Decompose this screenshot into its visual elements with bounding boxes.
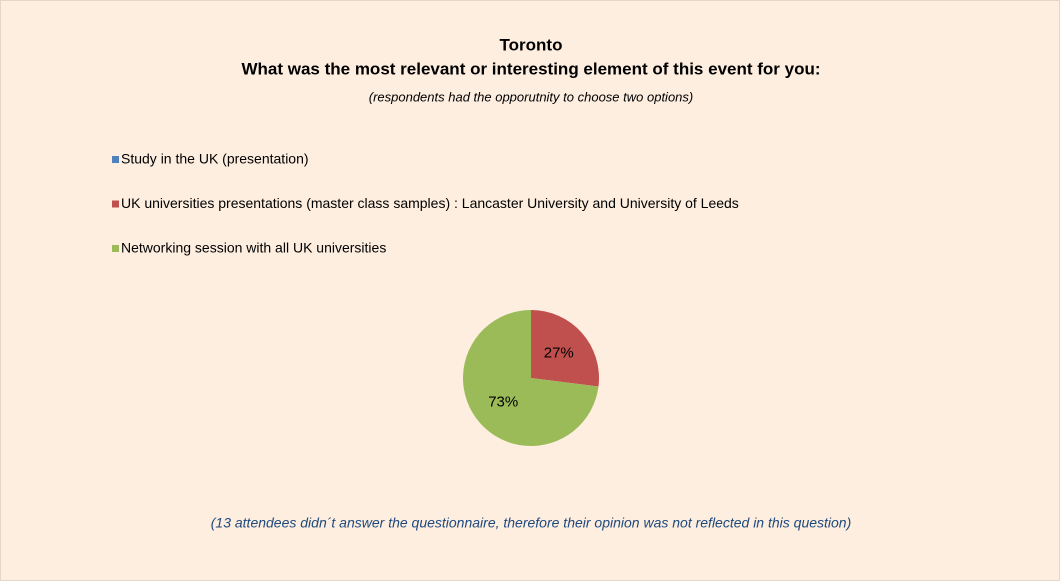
pie-slice: [531, 310, 599, 387]
chart-note: (respondents had the opporutnity to choo…: [369, 89, 694, 104]
footnote: (13 attendees didn´t answer the question…: [211, 515, 852, 531]
legend-swatch: [112, 156, 119, 163]
legend-swatch: [112, 245, 119, 252]
chart-title: Toronto: [500, 35, 563, 54]
legend-label: Study in the UK (presentation): [121, 151, 309, 167]
data-label: 27%: [544, 345, 574, 362]
legend-swatch: [112, 200, 119, 208]
data-label: 73%: [488, 393, 518, 410]
chart-subtitle: What was the most relevant or interestin…: [241, 59, 820, 78]
pie-slice: [463, 310, 599, 447]
legend-label: Networking session with all UK universit…: [121, 240, 386, 256]
legend-label: UK universities presentations (master cl…: [121, 195, 739, 211]
